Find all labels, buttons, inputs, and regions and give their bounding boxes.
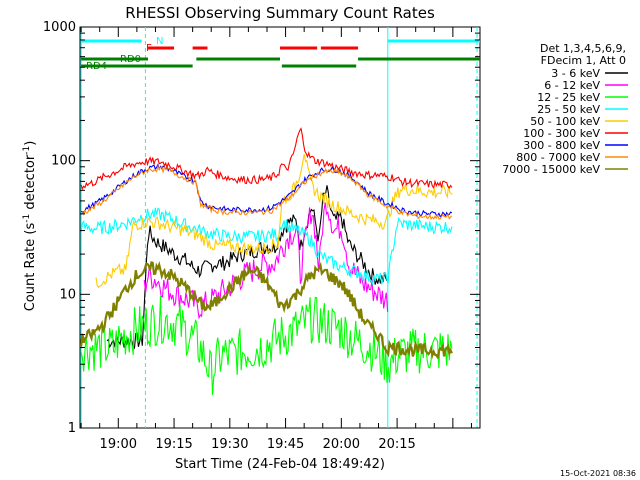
status-bar-label: F [146, 43, 152, 54]
x-tick-label: 19:30 [211, 437, 248, 452]
y-tick-label: 1000 [43, 20, 76, 35]
series-line [80, 296, 453, 396]
legend-label: 6 - 12 keV [544, 79, 600, 92]
legend-header: FDecim 1, Att 0 [541, 54, 626, 67]
status-bar-label: N [156, 36, 163, 47]
y-tick-label: 1 [68, 421, 76, 436]
legend: Det 1,3,4,5,6,9,FDecim 1, Att 03 - 6 keV… [502, 42, 628, 176]
x-axis-label: Start Time (24-Feb-04 18:49:42) [175, 457, 385, 472]
series-line [80, 127, 453, 191]
y-axis-label-part1: Count Rate (s [23, 223, 38, 312]
y-axis-label: Count Rate (s-1 detector-1) [22, 141, 38, 312]
x-tick-label: 19:00 [100, 437, 137, 452]
y-axis-label-part3: ) [23, 141, 38, 146]
plot-frame [79, 26, 481, 429]
y-axis-label-sup1: -1 [22, 214, 32, 223]
legend-label: 7000 - 15000 keV [502, 163, 600, 176]
x-tick-label: 19:45 [267, 437, 304, 452]
timestamp: 15-Oct-2021 08:36 [560, 469, 636, 478]
x-tick-label: 20:15 [378, 437, 415, 452]
legend-label: 50 - 100 keV [530, 115, 600, 128]
y-axis-label-sup2: -1 [22, 146, 32, 155]
legend-label: 300 - 800 keV [523, 139, 600, 152]
status-bar-label: RD0 [120, 54, 141, 65]
series-line [80, 164, 453, 220]
series-line [80, 261, 453, 360]
legend-label: 12 - 25 keV [537, 91, 600, 104]
series-line [143, 202, 389, 320]
series-line [95, 154, 453, 289]
y-axis: 1 10 100 1000 [43, 20, 480, 436]
x-axis: 19:00 19:15 19:30 19:45 20:00 20:15 [80, 27, 472, 452]
chart-title: RHESSI Observing Summary Count Rates [125, 4, 435, 22]
status-bar-label: RD4 [86, 61, 107, 72]
legend-label: 3 - 6 keV [551, 67, 600, 80]
legend-label: 100 - 300 keV [523, 127, 600, 140]
y-tick-label: 10 [59, 287, 76, 302]
legend-header: Det 1,3,4,5,6,9, [540, 42, 626, 55]
plot-area: NF RD0 RD4 1 10 100 1000 19:00 19:15 19:30 19:45 20… [43, 20, 481, 452]
y-axis-label-part2: detector [23, 154, 38, 214]
x-tick-label: 20:00 [323, 437, 360, 452]
x-tick-label: 19:15 [155, 437, 192, 452]
legend-label: 800 - 7000 keV [516, 151, 600, 164]
legend-label: 25 - 50 keV [537, 103, 600, 116]
y-tick-label: 100 [51, 154, 76, 169]
